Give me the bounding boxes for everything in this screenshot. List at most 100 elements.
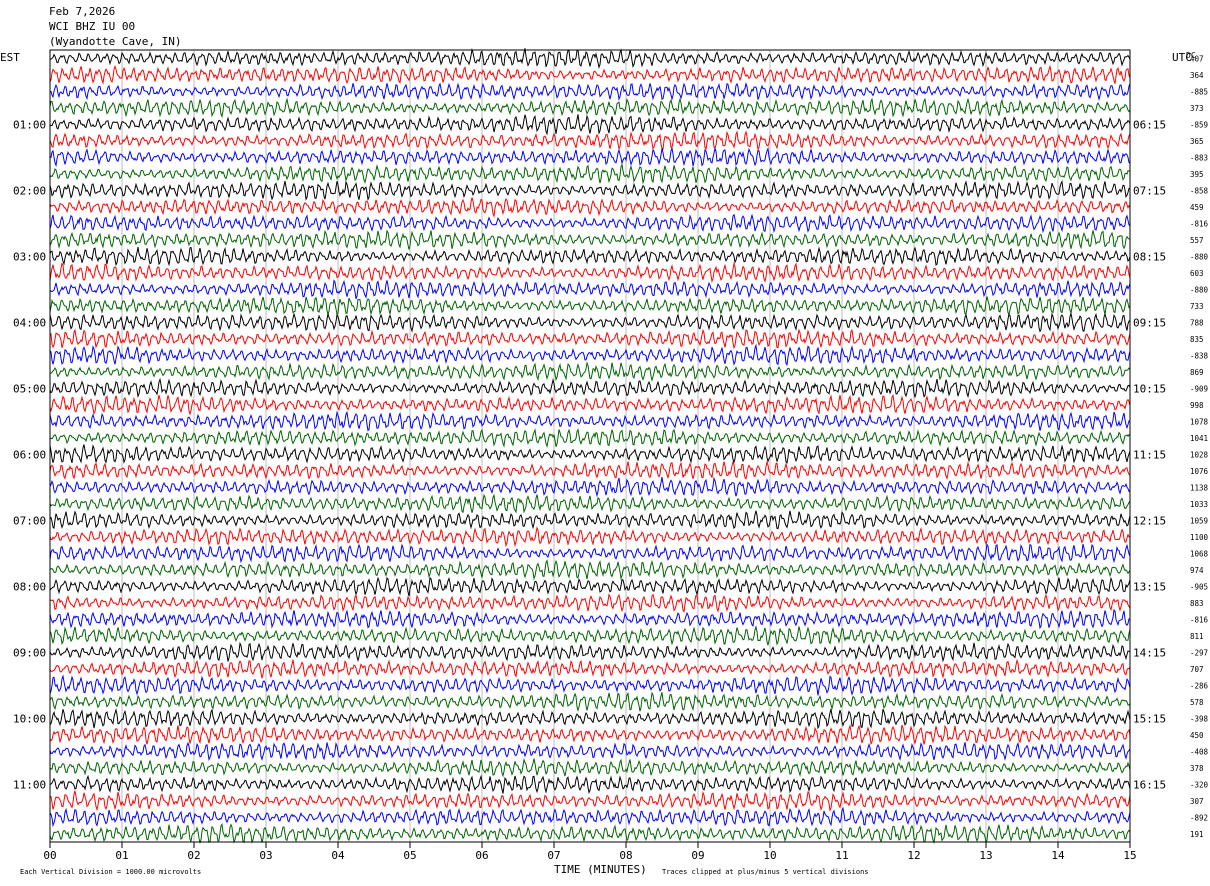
seismic-trace <box>49 758 1131 778</box>
dc-offset-label: -286 <box>1190 681 1209 690</box>
station-code: WCI BHZ IU 00 <box>49 20 136 33</box>
dc-offset-label: -320 <box>1190 780 1209 789</box>
seismic-trace <box>49 179 1131 201</box>
x-tick-label: 00 <box>43 849 56 862</box>
utc-hour-label: 09:15 <box>1133 316 1166 329</box>
dc-offset-label: -816 <box>1190 615 1209 624</box>
x-tick-label: 10 <box>763 849 776 862</box>
plot-frame <box>49 49 1131 843</box>
seismic-trace <box>49 444 1131 464</box>
dc-offset-label: 578 <box>1190 698 1204 707</box>
dc-offset-label: -883 <box>1190 153 1208 162</box>
dc-offset-label: 1033 <box>1190 500 1208 509</box>
seismic-trace <box>49 328 1131 350</box>
x-tick-label: 03 <box>259 849 272 862</box>
dc-offset-label: -408 <box>1190 747 1209 756</box>
seismic-trace <box>49 723 1131 746</box>
seismic-trace <box>49 146 1131 168</box>
dc-offset-label: 733 <box>1190 302 1204 311</box>
x-tick-label: 05 <box>403 849 416 862</box>
x-tick-label: 02 <box>187 849 200 862</box>
seismic-trace <box>49 197 1131 218</box>
dc-offset-label: 1059 <box>1190 516 1208 525</box>
est-hour-label: 08:00 <box>13 580 46 593</box>
utc-axis-label: UTC <box>1172 51 1192 64</box>
dc-offset-label: 459 <box>1190 203 1204 212</box>
dc-offset-label: 307 <box>1190 797 1204 806</box>
seismic-trace <box>49 741 1131 762</box>
dc-offset-label: -905 <box>1190 582 1208 591</box>
dc-column-label: DC <box>1186 51 1196 60</box>
utc-hour-label: 06:15 <box>1133 118 1166 131</box>
seismic-trace <box>49 213 1131 234</box>
dc-offset-label: 1076 <box>1190 467 1209 476</box>
dc-offset-label: 365 <box>1190 137 1204 146</box>
minute-grid <box>121 50 1059 842</box>
dc-offset-label: -858 <box>1190 186 1209 195</box>
est-hour-label: 04:00 <box>13 316 46 329</box>
dc-offset-label: 883 <box>1190 599 1204 608</box>
seismic-trace <box>49 691 1131 712</box>
dc-offset-label: 603 <box>1190 269 1204 278</box>
x-tick-label: 01 <box>115 849 128 862</box>
dc-offset-label: 364 <box>1190 71 1204 80</box>
seismic-trace <box>49 229 1130 250</box>
clip-note: Traces clipped at plus/minus 5 vertical … <box>662 868 869 876</box>
utc-hour-label: 10:15 <box>1133 382 1166 395</box>
dc-offset-label: -880 <box>1190 285 1209 294</box>
utc-hour-label: 12:15 <box>1133 514 1166 527</box>
chart-date: Feb 7,2026 <box>49 5 116 18</box>
est-hour-label: 10:00 <box>13 712 46 725</box>
dc-offset-label: -859 <box>1190 120 1208 129</box>
seismic-trace <box>49 114 1131 136</box>
seismic-trace <box>49 790 1131 813</box>
dc-offset-label: 1041 <box>1190 434 1208 443</box>
dc-offset-label: 373 <box>1190 104 1204 113</box>
station-location: (Wyandotte Cave, IN) <box>49 35 182 48</box>
seismic-trace <box>49 410 1131 432</box>
x-axis-title: TIME (MINUTES) <box>554 863 647 876</box>
dc-offset-label: 1138 <box>1190 483 1209 492</box>
utc-hour-label: 08:15 <box>1133 250 1166 263</box>
est-hour-label: 09:00 <box>13 646 46 659</box>
seismic-trace <box>49 674 1131 696</box>
dc-offset-label: -909 <box>1190 384 1208 393</box>
x-tick-label: 04 <box>331 849 345 862</box>
dc-offset-label: 407 <box>1190 54 1204 63</box>
dc-offset-label: 1078 <box>1190 417 1209 426</box>
dc-offset-label: 1068 <box>1190 549 1209 558</box>
seismic-trace <box>50 774 1131 795</box>
seismic-trace <box>49 296 1131 317</box>
seismic-trace <box>49 823 1131 845</box>
est-axis-label: EST <box>0 51 20 64</box>
dc-offset-label: -816 <box>1190 219 1209 228</box>
seismic-trace <box>49 377 1131 399</box>
dc-offset-label: 557 <box>1190 236 1204 245</box>
utc-hour-label: 16:15 <box>1133 778 1166 791</box>
seismic-trace <box>49 493 1131 514</box>
x-tick-label: 09 <box>691 849 704 862</box>
seismic-trace <box>49 343 1131 367</box>
seismic-trace <box>49 427 1131 449</box>
est-hour-label: 03:00 <box>13 250 46 263</box>
dc-offset-label: -297 <box>1190 648 1208 657</box>
trace-layer <box>49 47 1131 845</box>
seismic-trace <box>49 163 1131 185</box>
dc-offset-label: -838 <box>1190 351 1209 360</box>
seismic-trace <box>49 246 1131 267</box>
seismic-trace <box>49 707 1131 730</box>
dc-offset-label: 707 <box>1190 665 1204 674</box>
seismic-trace <box>49 593 1131 613</box>
x-tick-label: 11 <box>835 849 848 862</box>
x-tick-label: 12 <box>907 849 920 862</box>
seismic-trace <box>49 261 1131 284</box>
dc-offset-label: 835 <box>1190 335 1204 344</box>
seismic-trace <box>49 510 1131 530</box>
dc-offset-label: -398 <box>1190 714 1209 723</box>
label-layer: 00 01 02 03 04 05 06 07 08 09 10 11 12 13 14 15 407 364 -8… <box>13 54 1209 862</box>
dc-offset-label: -885 <box>1190 87 1208 96</box>
est-hour-label: 06:00 <box>13 448 46 461</box>
seismic-trace <box>49 460 1131 480</box>
seismic-trace <box>49 476 1131 498</box>
